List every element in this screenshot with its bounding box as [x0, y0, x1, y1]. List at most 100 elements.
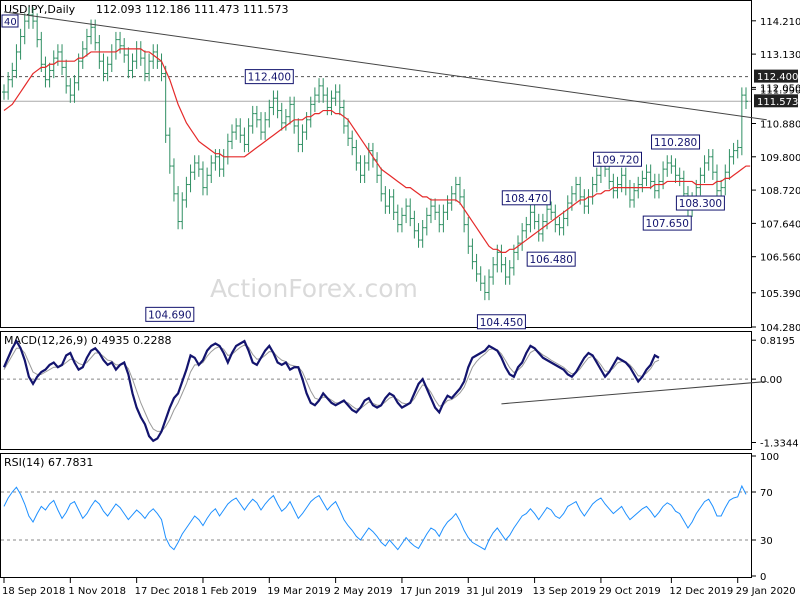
price-bar [735, 139, 740, 159]
price-bar [296, 118, 301, 153]
price-bar [122, 38, 127, 63]
price-bar [6, 71, 11, 100]
price-bar [516, 235, 521, 261]
macd-trendline [501, 381, 767, 405]
price-bar [126, 47, 131, 79]
x-tick-label: 18 Sep 2018 [2, 586, 65, 597]
price-tag-text: 112.400 [757, 72, 798, 83]
falling-trendline [3, 11, 767, 121]
price-bar [14, 44, 19, 79]
annotation-label: 104.690 [145, 306, 195, 322]
price-bar [744, 87, 748, 109]
annotation-box [244, 69, 294, 85]
price-bar [118, 31, 123, 54]
price-bar [2, 84, 6, 100]
price-bar [503, 257, 508, 285]
annotation-box [145, 306, 195, 322]
price-bar [673, 158, 678, 184]
price-bar [669, 155, 674, 174]
annotation-box [642, 215, 692, 231]
annotation-label: 110.280 [651, 134, 701, 150]
price-y-tick-label: 105.390 [760, 289, 800, 300]
price-bar [47, 62, 52, 88]
price-bar [43, 56, 48, 88]
annotation-box [526, 251, 576, 267]
price-bar [482, 275, 487, 301]
price-bar [163, 65, 168, 143]
price-bar [412, 210, 417, 239]
chart-symbol-title: USDJPY,Daily [4, 3, 76, 16]
price-bar [263, 112, 268, 140]
price-bar [358, 155, 363, 184]
price-bar [213, 149, 218, 171]
x-tick-label: 31 Jul 2019 [466, 586, 523, 597]
annotation-box [675, 195, 725, 211]
price-y-tick-label: 107.640 [760, 219, 800, 230]
price-bar [238, 118, 243, 143]
annotation-text: 109.720 [596, 154, 639, 166]
price-bar [31, 7, 36, 29]
price-bar [234, 118, 239, 140]
annotation-text: 104.450 [480, 317, 523, 329]
rsi-y-tick-label: 30 [760, 536, 773, 547]
x-tick-label: 29 Jan 2020 [736, 586, 796, 597]
price-bar [387, 189, 392, 214]
price-bar [549, 201, 554, 221]
price-bar [84, 28, 89, 57]
price-bar [196, 155, 201, 177]
price-bar [72, 75, 77, 103]
price-bar [399, 207, 404, 233]
price-bar [420, 220, 425, 248]
corner-label-box [1, 14, 19, 28]
price-bar [524, 216, 529, 239]
price-bar [528, 204, 533, 233]
price-bar [180, 192, 185, 230]
corner-label: 40 [1, 14, 19, 28]
price-y-tick-label: 110.880 [760, 119, 800, 130]
price-bar [416, 223, 421, 248]
price-bar [283, 108, 288, 131]
annotation-label: 109.720 [592, 151, 642, 167]
price-bar [10, 62, 15, 88]
annotation-text: 107.650 [646, 218, 689, 230]
price-bar [18, 28, 23, 60]
x-tick-label: 29 Oct 2019 [599, 586, 661, 597]
price-bar [64, 59, 69, 94]
price-bar [449, 186, 454, 211]
price-bar [292, 96, 297, 134]
x-tick-label: 17 Jun 2019 [400, 586, 460, 597]
price-bar [652, 173, 657, 199]
macd-signal-line [3, 344, 660, 432]
price-y-tick-label: 111.990 [760, 85, 800, 96]
price-bar [727, 149, 732, 180]
price-plot: 112.400 104.690 104.450 108.470 106.480 109.7… [1, 7, 767, 330]
price-bar [275, 90, 280, 119]
rsi-y-tick-label: 0 [760, 572, 766, 583]
price-bar [532, 204, 537, 230]
price-bar [76, 53, 81, 91]
price-bar [507, 260, 512, 285]
rsi-line [3, 484, 747, 551]
annotation-label: 107.650 [642, 215, 692, 231]
price-bar [404, 198, 409, 224]
price-bar [706, 149, 711, 171]
price-bar [594, 167, 599, 193]
price-bar [739, 87, 744, 156]
annotation-label: 106.480 [526, 251, 576, 267]
price-bar [167, 127, 172, 174]
price-bar [644, 164, 649, 187]
price-bar [437, 204, 442, 233]
price-bar [677, 167, 682, 187]
price-bar [474, 253, 479, 282]
price-tag-box [754, 69, 798, 83]
price-tag-text: 111.573 [757, 97, 798, 108]
price-bar [205, 167, 210, 196]
price-bar [300, 124, 305, 153]
chart-ohlc-readout: 112.093 112.186 111.473 111.573 [96, 3, 288, 16]
price-bar [171, 158, 176, 202]
price-bar [478, 266, 483, 291]
price-bar [209, 155, 214, 184]
watermark: ActionForex.com [210, 274, 418, 303]
price-bar [105, 56, 110, 82]
macd-plot: 0.8195 0.00 -1.3344 [1, 336, 799, 450]
